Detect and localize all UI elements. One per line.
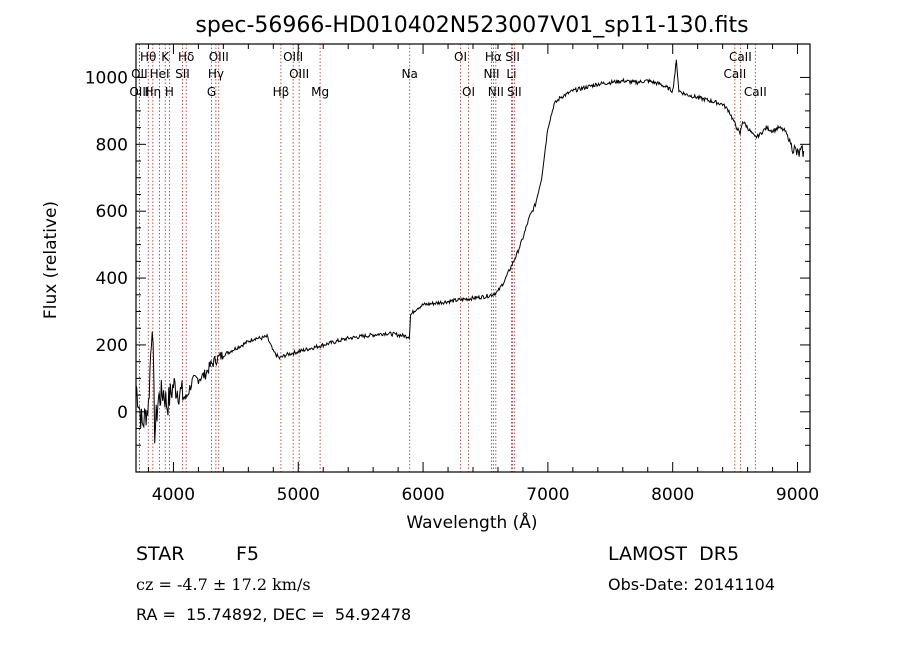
axes-layer: 4000 5000 6000 7000 8000 9000 0 200 400 600 800 100… [85,44,819,505]
y-tick-label: 600 [96,202,128,222]
spectral-line-label: Hβ [273,85,290,99]
spectral-line-label: HeI [150,67,170,81]
object-class: STAR [136,543,184,565]
spectral-line-label: CaII [744,85,767,99]
spectral-line-label: CaII [723,67,746,81]
spectral-line-label: Hα [485,50,502,64]
spectral-line-label: Li [506,67,516,81]
spectral-line-label: NII [488,85,504,99]
spectrum-line [135,59,805,444]
y-tick-label: 200 [96,336,128,356]
y-tick-label: 1000 [85,68,128,88]
y-tick-label: 800 [96,135,128,155]
spectral-line-label: Hη [145,85,162,99]
spectral-line-label: Hδ [178,50,194,64]
spectral-line-label: OIII [289,67,309,81]
spectral-line-label: CaII [729,50,752,64]
object-subclass: F5 [236,543,259,565]
y-axis-label: Flux (relative) [41,201,61,319]
spectral-line-label: OIII [209,50,229,64]
x-tick-label: 7000 [526,485,569,505]
series-layer [135,59,805,444]
spectral-line-label: Hγ [208,67,224,81]
spectral-line-label: Mg [311,85,329,99]
spectral-line-label: G [207,85,216,99]
spectral-line-label: OI [454,50,467,64]
spectral-line-label: H [165,85,174,99]
x-tick-label: 8000 [651,485,694,505]
spectral-line-label: SII [505,50,520,64]
spectral-line-label: SII [507,85,522,99]
y-tick-label: 0 [117,403,128,423]
y-tick-label: 400 [96,269,128,289]
spectral-line-label: OI [462,85,475,99]
x-tick-label: 6000 [401,485,444,505]
spectral-line-label: OIII [129,85,149,99]
spectral-line-label: Na [402,67,418,81]
x-tick-label: 4000 [152,485,195,505]
coordinates-info: RA = 15.74892, DEC = 54.92478 [136,605,411,624]
spectral-line-label: Hθ [140,50,156,64]
x-tick-label: 5000 [277,485,320,505]
x-axis-label: Wavelength (Å) [406,511,537,533]
spectral-line-label: NII [483,67,499,81]
redshift-info: cz = -4.7 ± 17.2 km/s [136,575,311,594]
spectral-line-label: K [161,50,170,64]
plot-frame [135,43,811,473]
spectral-line-label: SII [175,67,190,81]
survey-name: LAMOST DR5 [608,543,739,565]
spectral-line-label: OIII [283,50,303,64]
chart-title: spec-56966-HD010402N523007V01_sp11-130.f… [195,13,748,38]
obs-date: Obs-Date: 20141104 [608,575,775,594]
x-tick-label: 9000 [776,485,819,505]
